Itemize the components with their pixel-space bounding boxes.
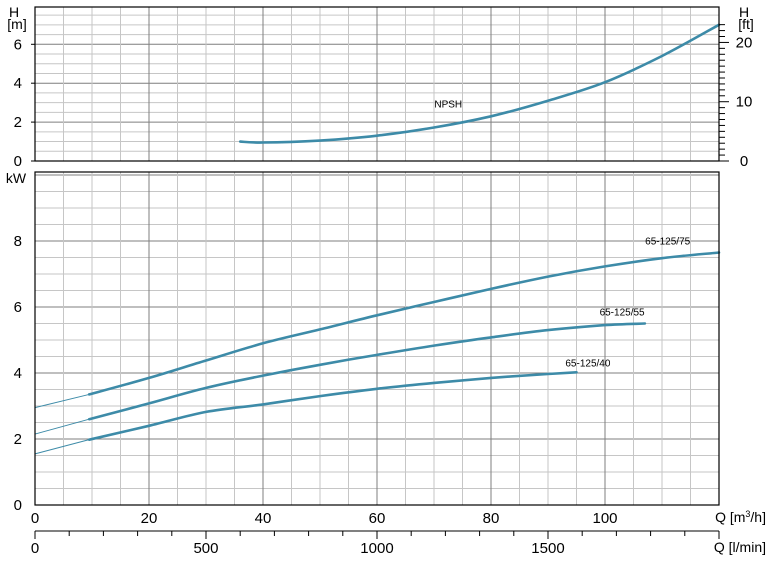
npsh-y2-tick-label: 20 [736,34,753,51]
npsh-y-tick-label: 6 [14,36,22,53]
x-tick-label-m3h: 20 [141,510,158,527]
npsh-y2-unit: [ft] [738,16,754,32]
npsh-y-tick-label: 0 [14,153,22,170]
x-tick-label-lmin: 1500 [531,540,564,557]
power-curve-label: 65-125/75 [645,236,690,247]
x-tick-label-m3h: 100 [592,510,617,527]
power-curve-label: 65-125/40 [565,358,610,369]
power-y-tick-label: 2 [14,431,22,448]
npsh-y-label: H [9,4,19,20]
power-curve-65-125/75 [87,251,721,396]
grid [35,7,719,505]
power-panel-frame [34,171,720,506]
npsh-y-tick-label: 4 [14,75,22,92]
npsh-y-unit: [m] [7,16,26,32]
npsh-curve-label: NPSH [434,100,462,111]
curves: NPSH 65-125/75 65-125/55 65-125/40 [34,23,721,455]
x-tick-label-lmin: 500 [193,540,218,557]
x-tick-label-m3h: 0 [31,510,39,527]
x-tick-label-m3h: 40 [255,510,272,527]
power-y-tick-label: 4 [14,365,22,382]
power-y-tick-label: 0 [14,497,22,514]
power-y-label: kW [6,170,27,186]
x-tick-label-m3h: 60 [369,510,386,527]
x-tick-label-lmin: 0 [31,540,39,557]
power-y-tick-label: 6 [14,299,22,316]
power-curve-extrapolation [34,418,90,435]
power-curve-65-125/40 [87,371,578,441]
npsh-y-tick-label: 2 [14,114,22,131]
power-curve-extrapolation [34,439,90,455]
x-tick-label-lmin: 1000 [360,540,393,557]
x-tick-label-m3h: 80 [483,510,500,527]
x-axis-label-lmin: Q [l/min] [714,539,766,555]
labels: H [m] H [ft] kW Q [m3/h] Q [l/min] [6,4,766,555]
npsh-y2-tick-label: 0 [740,153,748,170]
power-curve-65-125/55 [87,322,647,421]
npsh-y2-tick-label: 10 [736,94,753,111]
x-axis-label-m3h: Q [m3/h] [715,509,766,525]
power-curve-extrapolation [34,393,90,409]
power-y-tick-label: 8 [14,233,22,250]
npsh-y2-label: H [739,4,749,20]
power-curve-label: 65-125/55 [600,307,645,318]
npsh-curve [238,23,721,144]
